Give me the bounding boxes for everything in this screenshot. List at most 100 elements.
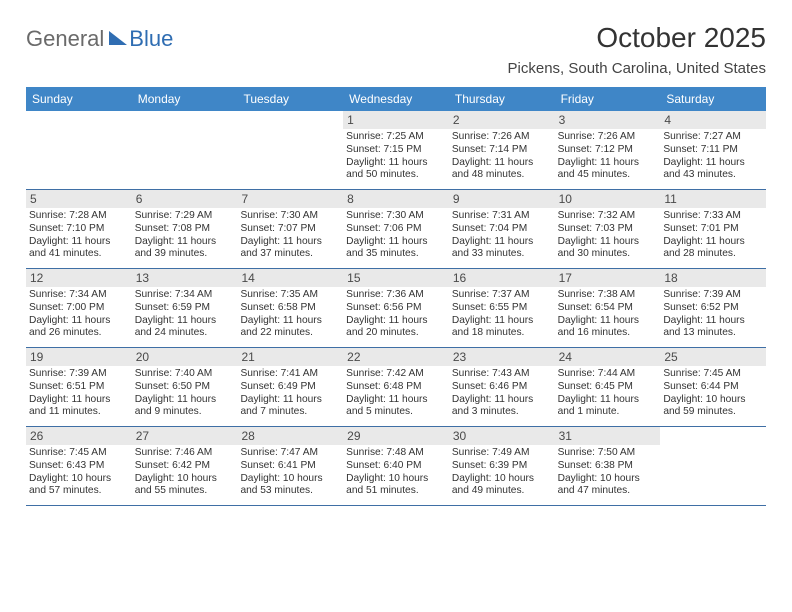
sunset-line: Sunset: 7:07 PM [240, 223, 340, 236]
day-details: Sunrise: 7:34 AMSunset: 6:59 PMDaylight:… [135, 289, 235, 340]
daylight-line: Daylight: 11 hours and 3 minutes. [452, 394, 552, 420]
day-cell: 8Sunrise: 7:30 AMSunset: 7:06 PMDaylight… [343, 190, 449, 268]
day-details: Sunrise: 7:36 AMSunset: 6:56 PMDaylight:… [346, 289, 446, 340]
sunrise-line: Sunrise: 7:35 AM [240, 289, 340, 302]
daylight-line: Daylight: 10 hours and 55 minutes. [135, 473, 235, 499]
day-details: Sunrise: 7:37 AMSunset: 6:55 PMDaylight:… [452, 289, 552, 340]
page-subtitle: Pickens, South Carolina, United States [508, 60, 766, 77]
daylight-line: Daylight: 11 hours and 41 minutes. [29, 236, 129, 262]
day-number: 3 [555, 111, 661, 129]
day-details: Sunrise: 7:35 AMSunset: 6:58 PMDaylight:… [240, 289, 340, 340]
daylight-line: Daylight: 10 hours and 49 minutes. [452, 473, 552, 499]
day-details: Sunrise: 7:39 AMSunset: 6:51 PMDaylight:… [29, 368, 129, 419]
day-details: Sunrise: 7:43 AMSunset: 6:46 PMDaylight:… [452, 368, 552, 419]
week-row: 1Sunrise: 7:25 AMSunset: 7:15 PMDaylight… [26, 111, 766, 190]
sunset-line: Sunset: 7:11 PM [663, 144, 763, 157]
day-details: Sunrise: 7:47 AMSunset: 6:41 PMDaylight:… [240, 447, 340, 498]
daylight-line: Daylight: 11 hours and 35 minutes. [346, 236, 446, 262]
day-cell: 13Sunrise: 7:34 AMSunset: 6:59 PMDayligh… [132, 269, 238, 347]
day-number: 14 [237, 269, 343, 287]
sunrise-line: Sunrise: 7:41 AM [240, 368, 340, 381]
daylight-line: Daylight: 11 hours and 18 minutes. [452, 315, 552, 341]
day-details: Sunrise: 7:33 AMSunset: 7:01 PMDaylight:… [663, 210, 763, 261]
daylight-line: Daylight: 11 hours and 30 minutes. [558, 236, 658, 262]
day-header: Monday [132, 87, 238, 111]
sunset-line: Sunset: 6:49 PM [240, 381, 340, 394]
empty-cell [26, 111, 132, 189]
sunrise-line: Sunrise: 7:45 AM [29, 447, 129, 460]
daylight-line: Daylight: 11 hours and 24 minutes. [135, 315, 235, 341]
day-number: 25 [660, 348, 766, 366]
day-header: Sunday [26, 87, 132, 111]
sunrise-line: Sunrise: 7:42 AM [346, 368, 446, 381]
sunrise-line: Sunrise: 7:46 AM [135, 447, 235, 460]
day-number: 7 [237, 190, 343, 208]
daylight-line: Daylight: 11 hours and 5 minutes. [346, 394, 446, 420]
day-details: Sunrise: 7:30 AMSunset: 7:07 PMDaylight:… [240, 210, 340, 261]
day-number: 15 [343, 269, 449, 287]
day-details: Sunrise: 7:40 AMSunset: 6:50 PMDaylight:… [135, 368, 235, 419]
sunset-line: Sunset: 7:12 PM [558, 144, 658, 157]
daylight-line: Daylight: 11 hours and 13 minutes. [663, 315, 763, 341]
sunset-line: Sunset: 6:58 PM [240, 302, 340, 315]
sunrise-line: Sunrise: 7:39 AM [29, 368, 129, 381]
day-cell: 23 Sunrise: 7:43 AMSunset: 6:46 PMDayligh… [449, 348, 555, 426]
day-cell: 19Sunrise: 7:39 AMSunset: 6:51 PMDayligh… [26, 348, 132, 426]
daylight-line: Daylight: 11 hours and 1 minute. [558, 394, 658, 420]
empty-cell [132, 111, 238, 189]
day-cell: 31Sunrise: 7:50 AMSunset: 6:38 PMDayligh… [555, 427, 661, 505]
sunrise-line: Sunrise: 7:30 AM [240, 210, 340, 223]
daylight-line: Daylight: 11 hours and 48 minutes. [452, 157, 552, 183]
sunrise-line: Sunrise: 7:25 AM [346, 131, 446, 144]
sunset-line: Sunset: 7:03 PM [558, 223, 658, 236]
sunrise-line: Sunrise: 7:49 AM [452, 447, 552, 460]
day-details: Sunrise: 7:45 AMSunset: 6:44 PMDaylight:… [663, 368, 763, 419]
day-header: Tuesday [237, 87, 343, 111]
sunrise-line: Sunrise: 7:47 AM [240, 447, 340, 460]
day-cell: 29Sunrise: 7:48 AMSunset: 6:40 PMDayligh… [343, 427, 449, 505]
day-number: 30 [449, 427, 555, 445]
day-number: 23 [449, 348, 555, 366]
sunrise-line: Sunrise: 7:28 AM [29, 210, 129, 223]
day-cell: 2Sunrise: 7:26 AMSunset: 7:14 PMDaylight… [449, 111, 555, 189]
sunset-line: Sunset: 6:56 PM [346, 302, 446, 315]
sunset-line: Sunset: 6:44 PM [663, 381, 763, 394]
day-details: Sunrise: 7:28 AMSunset: 7:10 PMDaylight:… [29, 210, 129, 261]
daylight-line: Daylight: 10 hours and 47 minutes. [558, 473, 658, 499]
day-details: Sunrise: 7:42 AMSunset: 6:48 PMDaylight:… [346, 368, 446, 419]
day-cell: 17Sunrise: 7:38 AMSunset: 6:54 PMDayligh… [555, 269, 661, 347]
day-cell: 15 Sunrise: 7:36 AMSunset: 6:56 PMDayligh… [343, 269, 449, 347]
day-number: 18 [660, 269, 766, 287]
sunset-line: Sunset: 6:46 PM [452, 381, 552, 394]
sunset-line: Sunset: 7:15 PM [346, 144, 446, 157]
logo-text-general: General [26, 26, 104, 52]
daylight-line: Daylight: 10 hours and 53 minutes. [240, 473, 340, 499]
sunrise-line: Sunrise: 7:34 AM [29, 289, 129, 302]
week-row: 5Sunrise: 7:28 AMSunset: 7:10 PMDaylight… [26, 190, 766, 269]
sunrise-line: Sunrise: 7:43 AM [452, 368, 552, 381]
sunrise-line: Sunrise: 7:31 AM [452, 210, 552, 223]
sunset-line: Sunset: 6:51 PM [29, 381, 129, 394]
sunset-line: Sunset: 7:04 PM [452, 223, 552, 236]
day-cell: 16Sunrise: 7:37 AMSunset: 6:55 PMDayligh… [449, 269, 555, 347]
day-cell: 7 Sunrise: 7:30 AMSunset: 7:07 PMDaylight… [237, 190, 343, 268]
day-details: Sunrise: 7:44 AMSunset: 6:45 PMDaylight:… [558, 368, 658, 419]
week-row: 19Sunrise: 7:39 AMSunset: 6:51 PMDayligh… [26, 348, 766, 427]
sunrise-line: Sunrise: 7:38 AM [558, 289, 658, 302]
sunset-line: Sunset: 7:08 PM [135, 223, 235, 236]
daylight-line: Daylight: 10 hours and 57 minutes. [29, 473, 129, 499]
day-number: 11 [660, 190, 766, 208]
day-cell: 22Sunrise: 7:42 AMSunset: 6:48 PMDayligh… [343, 348, 449, 426]
day-details: Sunrise: 7:26 AMSunset: 7:14 PMDaylight:… [452, 131, 552, 182]
daylight-line: Daylight: 11 hours and 22 minutes. [240, 315, 340, 341]
sunrise-line: Sunrise: 7:34 AM [135, 289, 235, 302]
day-cell: 25 Sunrise: 7:45 AMSunset: 6:44 PMDayligh… [660, 348, 766, 426]
day-details: Sunrise: 7:26 AMSunset: 7:12 PMDaylight:… [558, 131, 658, 182]
day-number: 17 [555, 269, 661, 287]
logo-text-blue: Blue [129, 26, 173, 52]
day-number: 29 [343, 427, 449, 445]
title-block: October 2025 Pickens, South Carolina, Un… [508, 22, 766, 77]
day-details: Sunrise: 7:34 AMSunset: 7:00 PMDaylight:… [29, 289, 129, 340]
sunrise-line: Sunrise: 7:40 AM [135, 368, 235, 381]
day-number: 6 [132, 190, 238, 208]
